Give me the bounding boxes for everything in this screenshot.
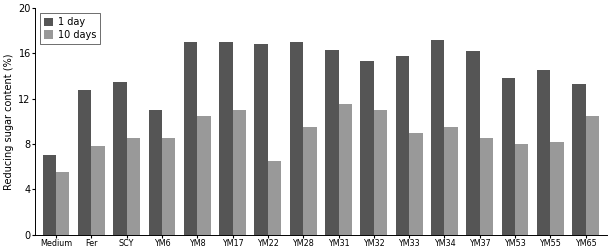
Bar [126, 138, 140, 235]
Bar [56, 172, 70, 235]
Bar [219, 42, 233, 235]
Bar [409, 133, 423, 235]
Bar [466, 51, 480, 235]
Y-axis label: Reducing sugar content (%): Reducing sugar content (%) [4, 53, 14, 190]
Bar [396, 56, 409, 235]
Bar [480, 138, 493, 235]
Bar [444, 127, 458, 235]
Bar [162, 138, 175, 235]
Bar [268, 161, 281, 235]
Bar [586, 116, 599, 235]
Bar [537, 71, 551, 235]
Bar [374, 110, 387, 235]
Bar [551, 142, 564, 235]
Bar [325, 50, 338, 235]
Bar [233, 110, 246, 235]
Bar [184, 42, 197, 235]
Bar [43, 155, 56, 235]
Bar [502, 78, 515, 235]
Bar [338, 104, 352, 235]
Bar [148, 110, 162, 235]
Bar [431, 40, 444, 235]
Bar [360, 61, 374, 235]
Bar [92, 146, 104, 235]
Bar [515, 144, 529, 235]
Bar [303, 127, 316, 235]
Bar [78, 90, 92, 235]
Bar [290, 42, 303, 235]
Bar [254, 44, 268, 235]
Legend: 1 day, 10 days: 1 day, 10 days [40, 13, 100, 44]
Bar [113, 82, 126, 235]
Bar [197, 116, 211, 235]
Bar [573, 84, 586, 235]
